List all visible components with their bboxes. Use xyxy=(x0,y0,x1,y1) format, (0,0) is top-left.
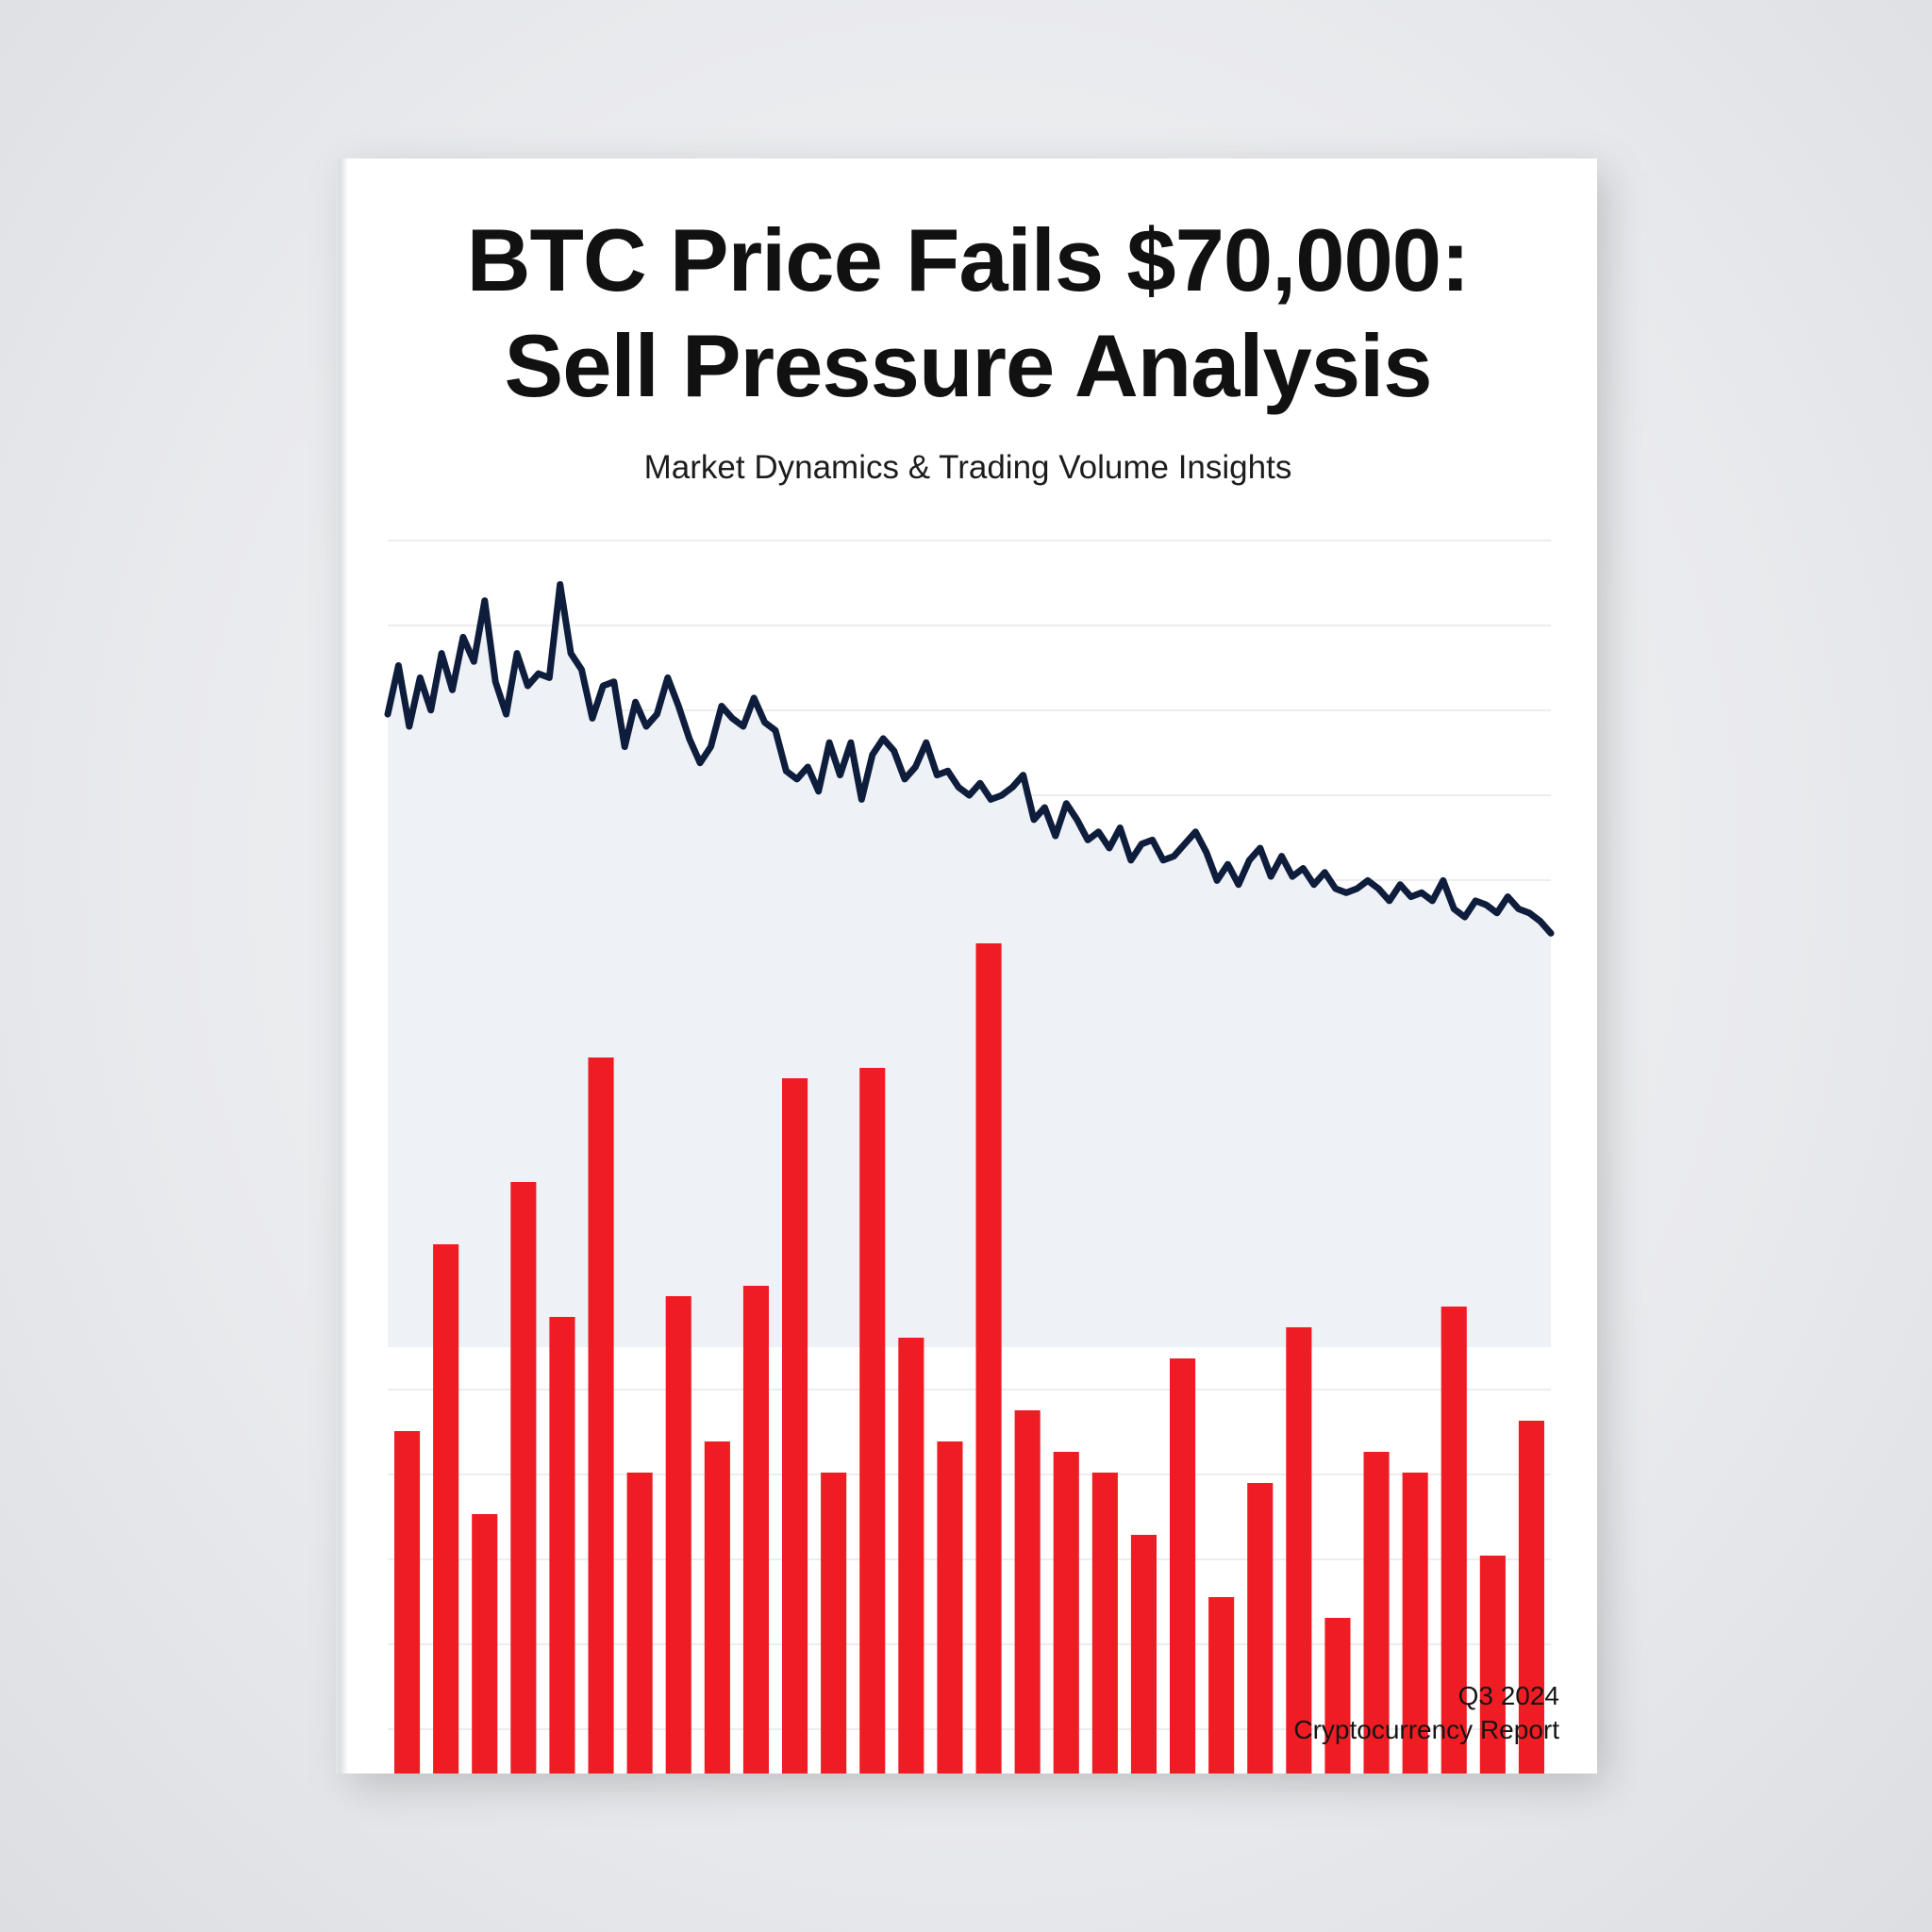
volume-bar xyxy=(821,1473,847,1774)
price-volume-chart xyxy=(384,540,1555,1774)
volume-bar xyxy=(588,1058,614,1774)
volume-bar xyxy=(937,1441,963,1774)
volume-bar xyxy=(898,1338,924,1774)
volume-bar xyxy=(1286,1327,1312,1774)
report-subtitle: Market Dynamics & Trading Volume Insight… xyxy=(643,449,1292,486)
volume-bar xyxy=(665,1296,691,1774)
volume-bar xyxy=(782,1078,808,1774)
price-line xyxy=(384,581,1555,937)
report-period: Q3 2024 xyxy=(1457,1681,1559,1710)
volume-bar xyxy=(1208,1597,1235,1774)
volume-bars xyxy=(394,943,1544,1774)
volume-bar xyxy=(394,1431,421,1774)
volume-bar xyxy=(549,1317,575,1774)
volume-bar xyxy=(704,1441,730,1774)
volume-bar xyxy=(742,1286,769,1774)
price-area-fill xyxy=(388,584,1551,1347)
volume-bar xyxy=(626,1473,653,1774)
volume-bar xyxy=(1324,1618,1351,1774)
title-line-1: BTC Price Fails $70,000: xyxy=(466,210,1471,309)
book-spine xyxy=(339,158,348,1774)
report-title: BTC Price Fails $70,000: Sell Pressure A… xyxy=(339,208,1597,419)
report-footer: Q3 2024 Cryptocurrency Report xyxy=(1293,1679,1559,1747)
report-cover: BTC Price Fails $70,000: Sell Pressure A… xyxy=(336,158,1597,1774)
volume-bar xyxy=(859,1068,886,1774)
report-type: Cryptocurrency Report xyxy=(1293,1715,1559,1744)
volume-bar xyxy=(1441,1307,1467,1774)
volume-bar xyxy=(975,943,1002,1774)
volume-bar xyxy=(1014,1410,1041,1774)
volume-bar xyxy=(1130,1535,1157,1774)
volume-bar xyxy=(1363,1452,1390,1774)
volume-bar xyxy=(1170,1358,1196,1774)
volume-bar xyxy=(433,1244,459,1774)
volume-bar xyxy=(510,1182,537,1774)
volume-bar xyxy=(1247,1483,1274,1774)
volume-bar xyxy=(1402,1473,1428,1774)
volume-bar xyxy=(1091,1473,1118,1774)
title-line-2: Sell Pressure Analysis xyxy=(504,316,1433,415)
volume-bar xyxy=(472,1514,498,1774)
volume-bar xyxy=(1479,1556,1506,1774)
volume-bar xyxy=(1518,1421,1544,1774)
volume-bar xyxy=(1053,1452,1079,1774)
